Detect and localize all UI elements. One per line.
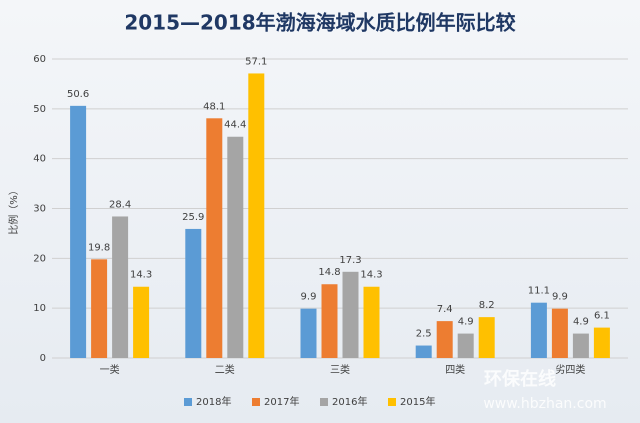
bar: [112, 216, 129, 358]
value-label: 14.3: [130, 270, 152, 281]
bar: [70, 105, 87, 359]
value-label: 6.1: [594, 311, 610, 322]
watermark: 环保在线: [484, 368, 556, 390]
plot: 0 10 20 30 40 50 60 一类 50.6 19.8 28.4 14.3 二类 25.9 48.…: [33, 54, 628, 408]
y-tick-label: 40: [33, 154, 46, 165]
value-label: 9.9: [301, 292, 317, 303]
legend-swatch: [252, 398, 260, 406]
value-label: 11.1: [528, 286, 550, 297]
bar: [436, 321, 453, 358]
x-tick-label: 三类: [330, 363, 350, 376]
bar: [227, 136, 244, 358]
legend-label: 2015年: [400, 395, 435, 408]
value-label: 9.9: [552, 292, 568, 303]
legend-label: 2016年: [332, 395, 367, 408]
y-tick-label: 50: [33, 104, 46, 115]
bar: [206, 118, 223, 358]
value-label: 14.3: [360, 270, 382, 281]
value-label: 48.1: [203, 101, 225, 112]
value-label: 4.9: [458, 317, 474, 328]
legend-swatch: [184, 398, 192, 406]
bar: [185, 228, 202, 358]
value-label: 57.1: [245, 56, 267, 67]
y-tick-label: 10: [33, 303, 46, 314]
bar: [415, 345, 432, 358]
value-label: 19.8: [88, 242, 110, 253]
bar: [572, 333, 589, 358]
bar: [91, 259, 108, 358]
watermark: www.hbzhan.com: [483, 396, 606, 412]
bar: [551, 308, 568, 358]
y-tick-label: 30: [33, 204, 46, 215]
x-tick-label: 一类: [100, 363, 120, 376]
bar: [478, 317, 495, 358]
y-tick-label: 0: [40, 353, 46, 364]
chart-title: 2015—2018年渤海海域水质比例年际比较: [124, 11, 515, 35]
bar: [530, 302, 547, 358]
value-label: 8.2: [479, 300, 495, 311]
value-label: 25.9: [182, 212, 204, 223]
y-tick-label: 20: [33, 253, 46, 264]
legend-label: 2017年: [264, 395, 299, 408]
legend-label: 2018年: [196, 395, 231, 408]
x-tick-label: 劣四类: [555, 363, 585, 376]
legend-swatch: [320, 398, 328, 406]
x-tick-label: 二类: [215, 363, 235, 376]
bar: [593, 327, 610, 358]
x-tick-label: 四类: [445, 363, 465, 376]
bar: [342, 271, 359, 358]
bar: [457, 333, 474, 358]
value-label: 14.8: [318, 267, 340, 278]
value-label: 17.3: [339, 255, 361, 266]
value-label: 4.9: [573, 317, 589, 328]
bar: [363, 286, 380, 358]
value-label: 7.4: [437, 304, 453, 315]
value-label: 2.5: [416, 329, 432, 340]
bar: [321, 284, 338, 358]
value-label: 50.6: [67, 89, 89, 100]
legend-swatch: [388, 398, 396, 406]
bar: [248, 73, 265, 359]
bar: [133, 286, 150, 358]
bar: [300, 308, 317, 358]
value-label: 28.4: [109, 199, 131, 210]
value-label: 44.4: [224, 120, 246, 131]
y-tick-label: 60: [33, 54, 46, 65]
y-axis-label: 比例（%）: [7, 185, 20, 235]
